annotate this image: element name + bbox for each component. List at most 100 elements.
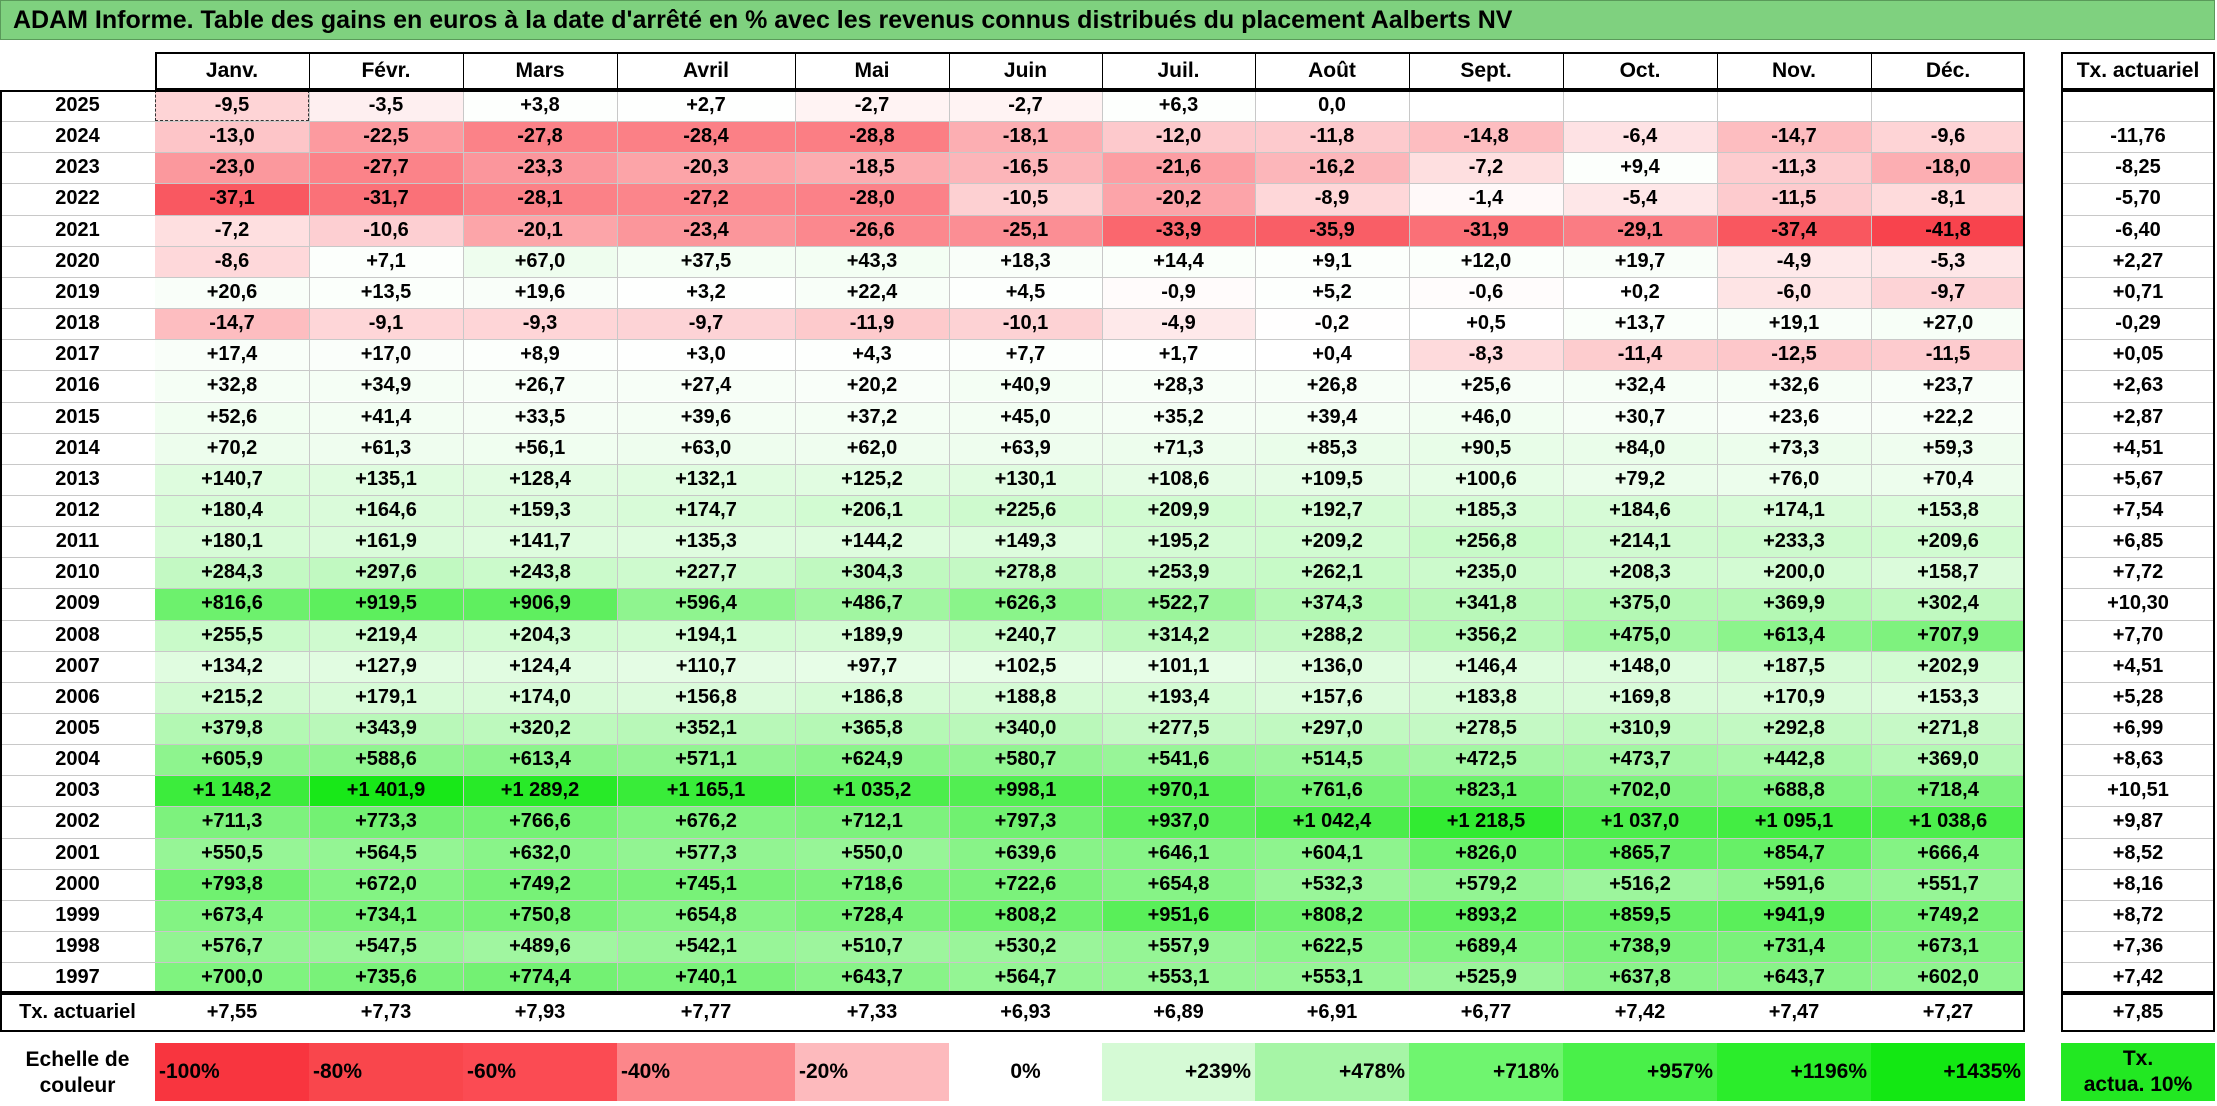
gain-cell: +17,0 [309,339,463,371]
gain-cell: +356,2 [1409,619,1563,651]
overall-rate: +7,85 [2112,1001,2164,1023]
gain-cell: +101,1 [1102,650,1255,682]
month-header: Oct. [1619,59,1661,82]
gain-cell: -31,7 [309,183,463,215]
header-separator [463,52,464,90]
grid-line [0,121,2025,123]
row-rate: +8,63 [2112,748,2164,771]
gain-cell: +530,2 [949,931,1102,963]
gain-cell: +127,9 [309,650,463,682]
gain-cell: +108,6 [1102,463,1255,495]
gain-cell: +5,2 [1255,276,1409,309]
gain-cell: -31,9 [1409,214,1563,246]
gain-cell: +132,1 [617,463,795,495]
gain-cell: +970,1 [1102,775,1255,807]
gain-cell: -10,5 [949,183,1102,215]
year-label: 1997 [55,966,100,989]
grid-line [0,152,2025,154]
gain-cell: +750,8 [463,899,617,932]
grid-line [2061,370,2215,372]
color-scale-swatch: +239% [1102,1043,1255,1101]
gain-cell: -7,2 [1409,152,1563,184]
gain-cell: +906,9 [463,588,617,620]
gain-cell: +766,6 [463,806,617,838]
gain-cell: +676,2 [617,806,795,838]
gain-cell: +19,6 [463,276,617,309]
row-rate: +4,51 [2112,436,2164,459]
header-separator [1717,52,1718,90]
gain-cell: -33,9 [1102,214,1255,246]
gain-cell: +613,4 [1717,619,1871,651]
gain-cell: +19,1 [1717,308,1871,340]
gain-cell: +532,3 [1255,868,1409,900]
gain-cell: +200,0 [1717,557,1871,589]
grid-line [0,650,2025,652]
grid-line [1563,90,1564,994]
color-scale-swatch: +1435% [1871,1043,2025,1101]
color-scale-swatch: +478% [1255,1043,1409,1101]
gain-cell: +233,3 [1717,526,1871,558]
color-scale-swatch: +957% [1563,1043,1717,1101]
gain-cell: +379,8 [155,713,309,745]
gain-cell: +63,9 [949,432,1102,464]
gain-cell: +4,3 [795,339,949,371]
gain-cell: +643,7 [795,962,949,994]
gain-cell: +174,1 [1717,494,1871,527]
gain-cell: +637,8 [1563,962,1717,994]
gain-cell: -18,1 [949,121,1102,153]
grid-line [0,619,2025,621]
gain-cell: +102,5 [949,650,1102,682]
gain-cell: +161,9 [309,526,463,558]
month-header: Déc. [1925,59,1971,82]
gain-cell: +225,6 [949,494,1102,527]
year-label: 2004 [55,748,100,771]
grid-line [2061,214,2215,216]
gain-cell: +579,2 [1409,868,1563,900]
year-label: 2010 [55,561,100,584]
gain-cell: -4,9 [1102,308,1255,340]
grid-line [0,775,2025,777]
gain-cell: +3,2 [617,276,795,309]
gain-cell: +673,4 [155,899,309,932]
grid-line [0,463,2025,465]
gain-cell: +1 095,1 [1717,806,1871,838]
row-rate: +7,42 [2112,966,2164,989]
gain-cell: +204,3 [463,619,617,651]
grid-line [2061,308,2215,310]
gain-cell: +284,3 [155,557,309,589]
gain-cell: +156,8 [617,681,795,713]
grid-line [0,308,2025,310]
gain-cell: -9,3 [463,308,617,340]
grid-line [1409,90,1410,994]
gain-cell: +893,2 [1409,899,1563,932]
gain-cell: +56,1 [463,432,617,464]
gain-cell: +174,7 [617,494,795,527]
gain-cell: +735,6 [309,962,463,994]
gain-cell: +793,8 [155,868,309,900]
gain-cell: +27,4 [617,370,795,402]
gain-cell: +37,5 [617,245,795,277]
gain-cell: +20,6 [155,276,309,309]
gain-cell: +292,8 [1717,713,1871,745]
gain-cell: +596,4 [617,588,795,620]
gain-cell: +32,4 [1563,370,1717,402]
grid-line [0,494,2025,496]
gain-cell: +124,4 [463,650,617,682]
year-label: 1998 [55,935,100,958]
gain-cell: +255,5 [155,619,309,651]
year-label: 2007 [55,654,100,677]
gain-cell: +13,7 [1563,308,1717,340]
gain-cell: +262,1 [1255,557,1409,589]
grid-line [0,744,2025,746]
gain-cell: +0,5 [1409,308,1563,340]
gain-cell: +134,2 [155,650,309,682]
gain-cell: -16,5 [949,152,1102,184]
gain-cell: -9,7 [617,308,795,340]
gain-cell [1563,90,1717,122]
total-rate: +7,47 [1768,1001,1820,1023]
row-rate: +6,85 [2112,530,2164,553]
gain-cell: +187,5 [1717,650,1871,682]
total-rate: +6,89 [1153,1001,1204,1023]
gain-cell: -2,7 [949,90,1102,122]
gain-cell: +63,0 [617,432,795,464]
